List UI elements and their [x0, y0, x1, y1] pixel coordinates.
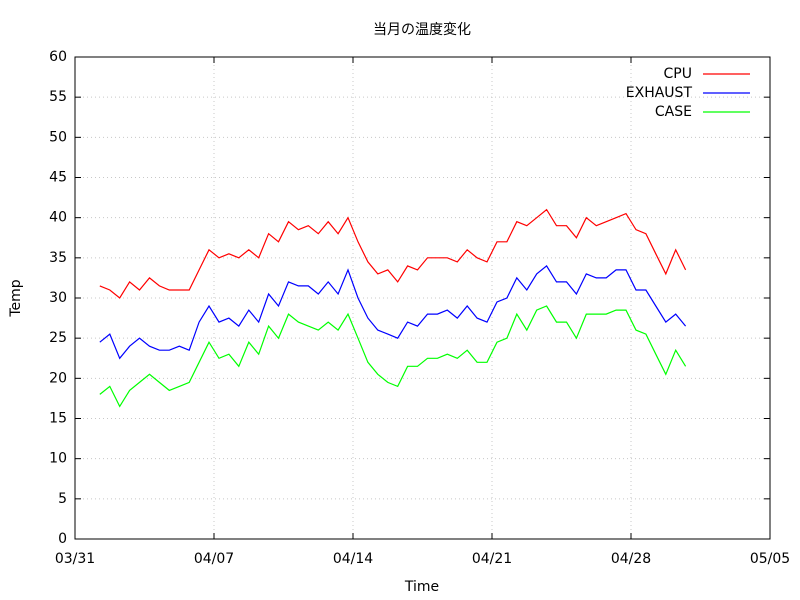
- x-axis-label: Time: [404, 579, 439, 595]
- plot-frame: [74, 56, 771, 540]
- y-tick-label: 0: [58, 531, 67, 547]
- x-tick-label: 05/05: [750, 551, 790, 567]
- y-tick-label: 20: [49, 370, 67, 386]
- legend-label: EXHAUST: [626, 85, 693, 101]
- legend-label: CASE: [655, 104, 692, 120]
- x-tick-label: 04/14: [333, 551, 373, 567]
- y-tick-label: 10: [49, 451, 67, 467]
- y-tick-label: 45: [49, 170, 67, 186]
- x-tick-label: 03/31: [55, 551, 95, 567]
- x-tick-label: 04/21: [472, 551, 512, 567]
- y-tick-label: 40: [49, 210, 67, 226]
- y-tick-label: 15: [49, 411, 67, 427]
- x-tick-label: 04/07: [194, 551, 234, 567]
- chart-title: 当月の温度変化: [373, 21, 471, 38]
- y-tick-label: 50: [49, 129, 67, 145]
- series-line: [99, 305, 687, 408]
- y-tick-label: 55: [49, 89, 67, 105]
- y-tick-label: 30: [49, 290, 67, 306]
- y-tick-label: 35: [49, 250, 67, 266]
- y-tick-label: 60: [49, 49, 67, 65]
- x-tick-label: 04/28: [611, 551, 651, 567]
- series-line: [99, 208, 687, 299]
- y-axis-label: Temp: [8, 279, 24, 317]
- y-tick-label: 5: [58, 491, 67, 507]
- series-line: [99, 265, 687, 360]
- y-tick-label: 25: [49, 330, 67, 346]
- legend-label: CPU: [664, 66, 692, 82]
